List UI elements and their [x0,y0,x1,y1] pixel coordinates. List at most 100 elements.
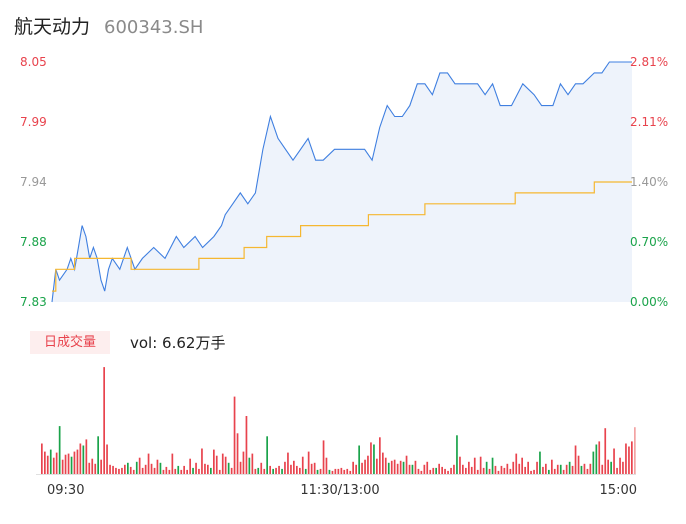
volume-bar [444,468,446,474]
price-area [52,62,632,302]
volume-bar [269,465,271,474]
volume-bar [236,433,239,474]
volume-bar [515,453,518,474]
volume-bar [497,470,500,474]
volume-bar [390,460,393,474]
price-tick-label: 7.94 [20,175,47,189]
volume-bar [266,436,268,474]
volume-bar [70,456,73,474]
volume-bar [210,467,212,474]
volume-bar [156,459,159,474]
price-tick-label: 8.05 [20,55,47,69]
volume-bar [542,466,544,474]
volume-bar [218,469,221,474]
volume-bar [373,444,375,474]
volume-bar [426,461,429,474]
volume-bar [435,467,437,474]
volume-bar [316,469,319,474]
volume-bar [189,458,191,474]
volume-bar [76,449,79,474]
volume-bar [61,459,64,474]
volume-bar [568,461,571,474]
volume-bar [79,443,82,474]
volume-bar [192,467,194,474]
volume-bar [450,467,452,474]
volume-bar [224,456,227,474]
volume-bar [284,461,286,474]
volume-bar [177,465,180,474]
volume-bar [325,457,328,474]
volume-bar [414,460,417,474]
volume-bar [195,462,197,474]
volume-bar [551,459,553,474]
volume-bar [132,469,135,474]
volume-bar [438,463,440,474]
volume-bar [482,467,485,474]
volume-bar [485,461,488,474]
volume-bar [171,453,174,474]
volume-tag: 日成交量 [30,331,110,354]
volume-bar [328,469,331,474]
volume-bar [186,469,188,474]
volume-bar [352,461,354,474]
volume-bar [586,468,589,474]
volume-bar [304,468,307,474]
volume-bar [604,428,607,474]
volume-bar [518,463,521,474]
volume-bar [367,455,369,474]
volume-bar [387,462,390,474]
volume-bar [94,463,97,474]
volume-bar [251,453,254,474]
volume-bar [506,463,509,474]
volume-bar [230,467,233,474]
volume-bar [257,467,260,474]
volume-bar [580,465,583,474]
volume-bar [159,462,162,474]
volume-bar [254,468,257,474]
volume-bar [313,462,316,474]
volume-bar [239,461,242,474]
volume-bar [411,464,414,474]
volume-bar [536,461,538,474]
volume-bar [275,467,277,474]
volume-bar [370,442,372,474]
volume-bar [82,445,85,474]
volume-bar [248,457,251,474]
volume-bar [607,459,609,474]
volume-bar [512,461,515,474]
volume-bar [473,457,476,474]
volume-bar [121,467,123,474]
volume-bar [598,441,601,474]
volume-bar [319,468,322,474]
volume-bar [296,465,298,474]
volume-bar [447,470,449,474]
volume-bar [453,464,455,474]
volume-bar [429,469,432,474]
volume-bar [322,440,325,474]
volume-bar [168,469,171,474]
volume-bar [349,470,352,474]
volume-bar [376,458,378,474]
volume-bar [52,457,55,474]
volume-bar [64,454,67,474]
volume-bar [488,468,491,474]
volume-bar [524,466,526,474]
volume-bar [165,466,168,474]
volume-bar [622,461,624,474]
price-line [51,61,632,303]
volume-bar [88,462,91,474]
volume-bar [393,459,396,474]
volume-bar [343,469,346,474]
volume-bar [631,441,633,474]
volume-bar [147,453,150,474]
volume-bar [106,444,108,474]
volume-bar [207,464,209,474]
volume-bar [67,453,70,474]
volume-bar [521,457,523,474]
volume-bar [307,451,310,474]
volume-bar [174,468,177,474]
x-tick-label: 15:00 [600,483,637,498]
volume-bar [634,427,636,474]
volume-bar [420,470,423,474]
